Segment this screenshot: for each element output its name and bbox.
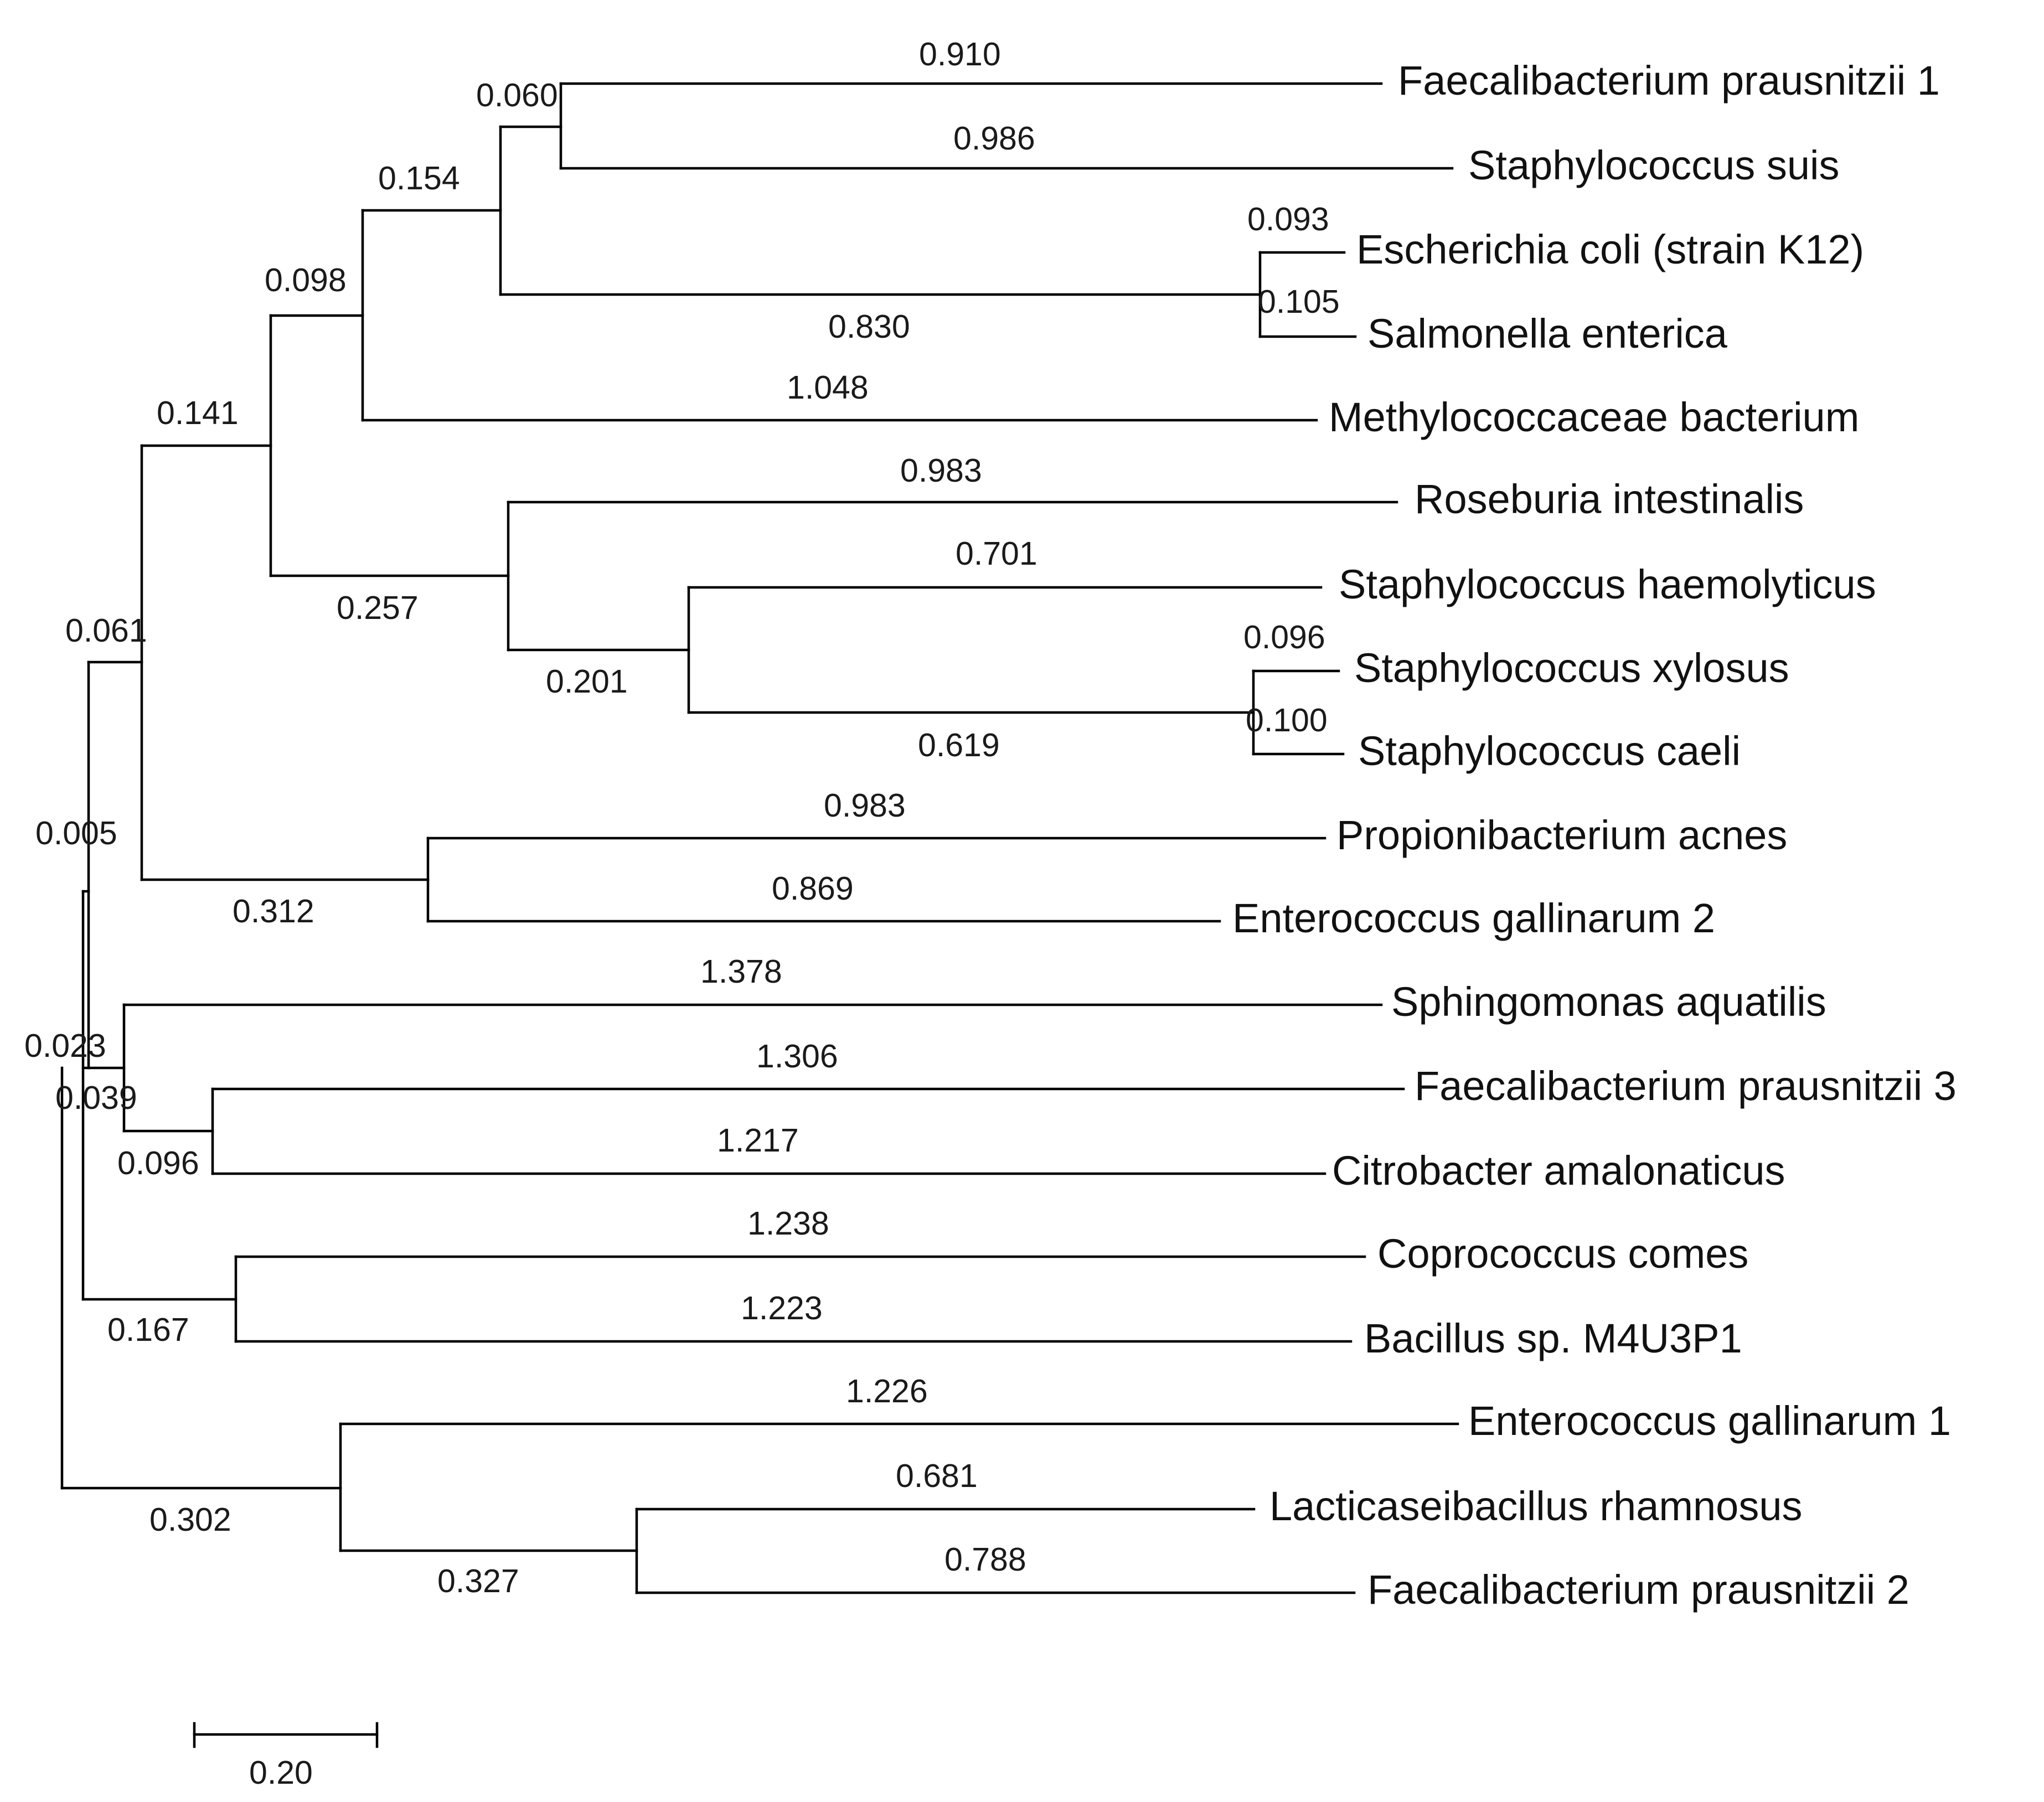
branch-length-staphylococcus-suis: 0.986: [953, 120, 1035, 157]
branch-length-clade-sphingo-group: 0.039: [55, 1080, 137, 1116]
branch-length-faecalibacterium-prausnitzii-2: 0.788: [944, 1541, 1026, 1578]
leaf-label: Escherichia coli (strain K12): [1356, 226, 1864, 272]
branch-length-clade-fp3-citrobacter: 0.096: [117, 1145, 199, 1181]
branch-length-clade-bottom: 0.302: [149, 1501, 231, 1538]
branch-length-sphingomonas-aquatilis: 1.378: [700, 953, 782, 990]
branch-length-salmonella-enterica: 0.105: [1258, 283, 1340, 320]
branch-length-citrobacter-amalonaticus: 1.217: [717, 1122, 799, 1159]
leaf-label: Faecalibacterium prausnitzii 2: [1367, 1567, 1909, 1613]
branch-length-enterococcus-gallinarum-2: 0.869: [772, 870, 854, 907]
tree-branches: [60, 82, 1459, 1594]
branch-length-clade-staph: 0.201: [546, 663, 628, 700]
branch-length-clade-top: 0.061: [65, 612, 147, 649]
branch-length-propionibacterium-acnes: 0.983: [824, 787, 906, 824]
branch-length-labels: 0.910 0.986 0.060 0.093 0.105 0.830 0.15…: [24, 36, 1340, 1599]
leaf-label: Enterococcus gallinarum 1: [1468, 1398, 1951, 1444]
leaf-label: Propionibacterium acnes: [1336, 812, 1787, 858]
branch-length-methylococcaceae-bacterium: 1.048: [787, 369, 869, 406]
branch-length-clade-roseburia-staph: 0.257: [337, 590, 419, 626]
branch-length-bacillus-sp: 1.223: [741, 1290, 823, 1326]
branch-length-clade-middle: 0.023: [24, 1027, 106, 1064]
leaf-label: Lacticaseibacillus rhamnosus: [1269, 1483, 1802, 1529]
leaf-label: Staphylococcus haemolyticus: [1339, 561, 1876, 607]
branch-length-faecalibacterium-prausnitzii-3: 1.306: [756, 1038, 838, 1075]
branch-length-escherichia-coli: 0.093: [1247, 201, 1329, 237]
leaf-label: Bacillus sp. M4U3P1: [1364, 1315, 1742, 1361]
leaf-label: Methylococcaceae bacterium: [1329, 394, 1859, 440]
leaf-label: Faecalibacterium prausnitzii 1: [1398, 58, 1940, 104]
branch-length-clade-upper-group: 0.005: [35, 815, 117, 851]
leaf-label: Roseburia intestinalis: [1415, 476, 1804, 522]
leaf-label: Staphylococcus caeli: [1358, 728, 1741, 774]
leaf-label: Coprococcus comes: [1377, 1231, 1748, 1277]
branch-length-clade-coprococcus-bacillus: 0.167: [107, 1312, 189, 1348]
tree-connectors: [60, 82, 1262, 1594]
leaf-label: Sphingomonas aquatilis: [1391, 979, 1826, 1025]
leaf-label: Salmonella enterica: [1367, 311, 1728, 357]
branch-length-staphylococcus-xylosus: 0.096: [1243, 619, 1325, 655]
leaf-labels: Faecalibacterium prausnitzii 1 Staphyloc…: [1232, 58, 1957, 1613]
branch-length-clade-upper: 0.098: [265, 262, 347, 298]
branch-length-coprococcus-comes: 1.238: [747, 1205, 829, 1242]
branch-length-clade-propioni-entero2: 0.312: [233, 893, 314, 930]
branch-length-enterococcus-gallinarum-1: 1.226: [846, 1373, 928, 1409]
branch-length-clade-xylosus-caeli: 0.619: [918, 727, 1000, 763]
branch-length-clade-ecoli-salmonella: 0.830: [828, 308, 910, 345]
leaf-label: Staphylococcus suis: [1468, 142, 1839, 188]
leaf-label: Staphylococcus xylosus: [1354, 645, 1789, 691]
branch-length-lacticaseibacillus-rhamnosus: 0.681: [896, 1458, 978, 1494]
leaf-label: Citrobacter amalonaticus: [1332, 1148, 1785, 1194]
scale-bar-label: 0.20: [249, 1754, 313, 1791]
scale-bar: 0.20: [193, 1722, 379, 1791]
branch-length-clade-lacto-fp2: 0.327: [437, 1563, 519, 1599]
branch-length-faecalibacterium-prausnitzii-1: 0.910: [919, 36, 1001, 73]
branch-length-staphylococcus-haemolyticus: 0.701: [956, 535, 1038, 572]
branch-length-clade-fp1-suis-ecoli: 0.154: [378, 160, 460, 197]
branch-length-roseburia-intestinalis: 0.983: [900, 452, 982, 489]
branch-length-staphylococcus-caeli: 0.100: [1246, 702, 1328, 739]
leaf-label: Faecalibacterium prausnitzii 3: [1415, 1063, 1957, 1109]
leaf-label: Enterococcus gallinarum 2: [1232, 895, 1715, 941]
branch-length-clade-fp1-suis: 0.060: [476, 77, 558, 113]
branch-length-clade-big: 0.141: [157, 395, 239, 431]
